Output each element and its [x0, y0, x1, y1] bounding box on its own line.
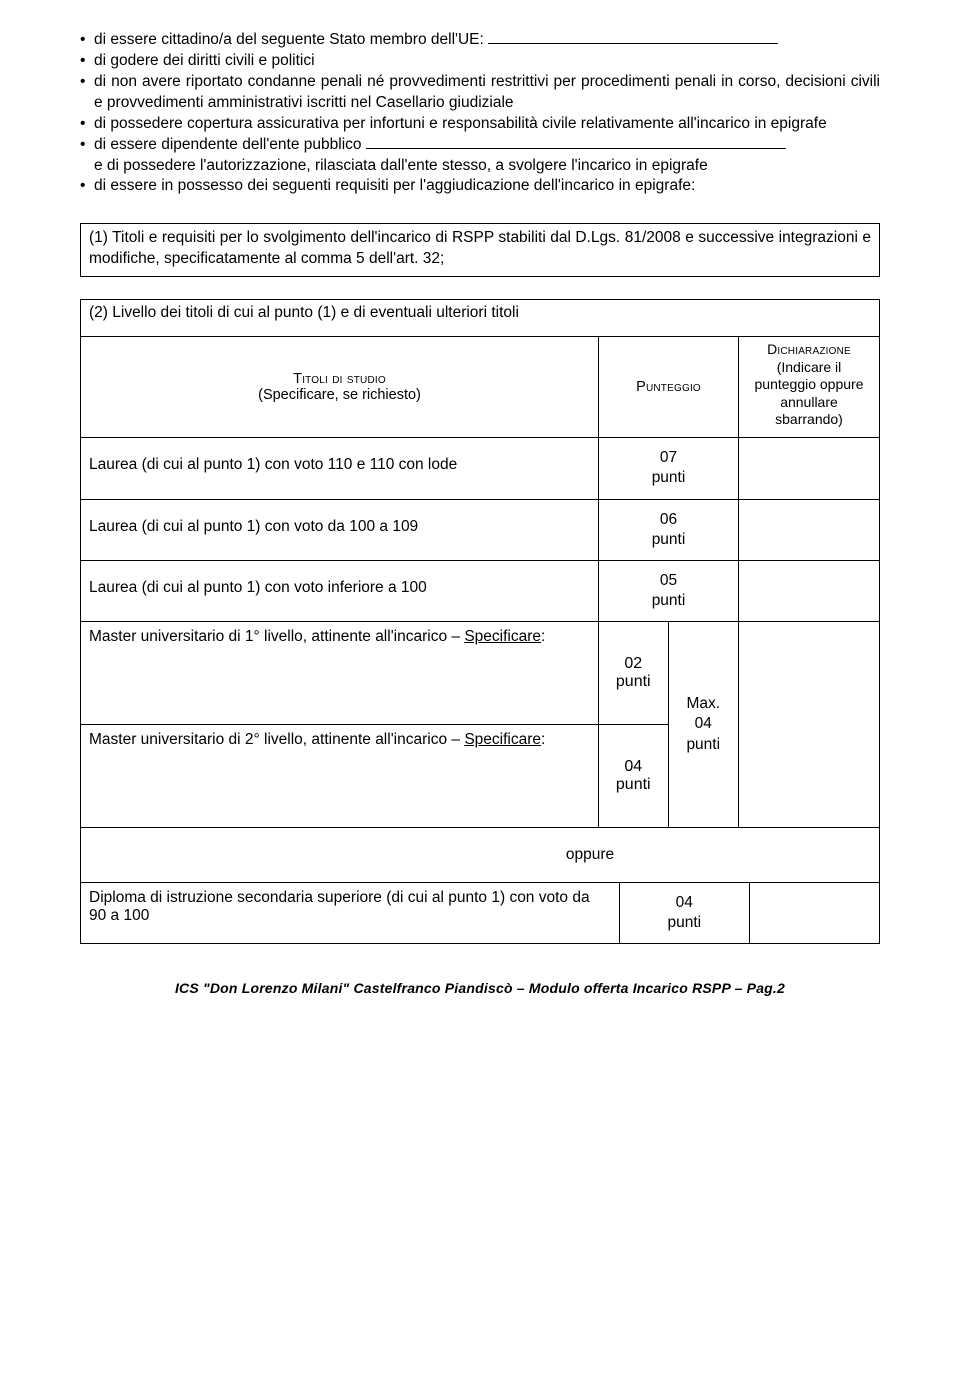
row-label: Master universitario di 2° livello, atti… [89, 731, 590, 749]
row-declaration-field[interactable] [739, 438, 879, 498]
section-2-table: (2) Livello dei titoli di cui al punto (… [80, 299, 880, 944]
row-label: Master universitario di 1° livello, atti… [89, 628, 590, 646]
row-score: 05 punti [599, 561, 739, 621]
page-footer: ICS "Don Lorenzo Milani" Castelfranco Pi… [80, 980, 880, 996]
row-label: Laurea (di cui al punto 1) con voto 110 … [81, 438, 599, 498]
row-score: 07 punti [599, 438, 739, 498]
blank-field[interactable] [366, 148, 786, 149]
score-value: 04 [599, 758, 668, 776]
score-unit: punti [603, 530, 734, 550]
score-unit: punti [599, 673, 668, 691]
col-header-titoli: Titoli di studio (Specificare, se richie… [81, 337, 599, 437]
bullet-requisites: di essere in possesso dei seguenti requi… [80, 176, 880, 197]
row-score: 06 punti [599, 500, 739, 560]
bullet-text: di essere dipendente dell'ente pubblico [94, 136, 366, 153]
row-declaration-field[interactable] [739, 622, 879, 827]
masters-subscores: 02 punti 04 punti [599, 622, 669, 827]
row-label: Diploma di istruzione secondaria superio… [81, 883, 620, 943]
score-unit: punti [624, 913, 745, 933]
table-header-row: Titoli di studio (Specificare, se richie… [81, 337, 879, 438]
row-score: 02 punti [599, 622, 668, 725]
max-unit: punti [669, 735, 739, 755]
score-value: 04 [624, 893, 745, 913]
score-unit: punti [603, 591, 734, 611]
score-unit: punti [599, 776, 668, 794]
score-unit: punti [603, 468, 734, 488]
max-value: 04 [669, 714, 739, 734]
score-value: 07 [603, 448, 734, 468]
bullet-civil-rights: di godere dei diritti civili e politici [80, 51, 880, 72]
score-value: 06 [603, 510, 734, 530]
row-label: Laurea (di cui al punto 1) con voto infe… [81, 561, 599, 621]
section-1-titles: (1) Titoli e requisiti per lo svolgiment… [80, 223, 880, 277]
table-title: (2) Livello dei titoli di cui al punto (… [81, 300, 879, 337]
table-row: Laurea (di cui al punto 1) con voto infe… [81, 561, 879, 622]
row-declaration-field[interactable] [739, 500, 879, 560]
bullet-public-employee: di essere dipendente dell'ente pubblico [80, 135, 880, 156]
score-value: 05 [603, 571, 734, 591]
declaration-list: di essere cittadino/a del seguente Stato… [80, 30, 880, 156]
table-row-masters: Master universitario di 1° livello, atti… [81, 622, 879, 828]
footer-page-number: 2 [777, 980, 785, 996]
masters-labels: Master universitario di 1° livello, atti… [81, 622, 599, 827]
table-row: Diploma di istruzione secondaria superio… [81, 883, 879, 944]
footer-text: ICS "Don Lorenzo Milani" Castelfranco Pi… [175, 980, 777, 996]
row-label: Laurea (di cui al punto 1) con voto da 1… [81, 500, 599, 560]
bullet-insurance: di possedere copertura assicurativa per … [80, 114, 880, 135]
table-row: Laurea (di cui al punto 1) con voto da 1… [81, 500, 879, 561]
declaration-list-cont: di essere in possesso dei seguenti requi… [80, 176, 880, 197]
bullet-public-employee-cont: e di possedere l'autorizzazione, rilasci… [80, 156, 880, 177]
oppure-text: oppure [566, 846, 614, 864]
masters-max: Max. 04 punti [669, 622, 739, 827]
col-header-sub: (Specificare, se richiesto) [258, 387, 421, 403]
table-row: Laurea (di cui al punto 1) con voto 110 … [81, 438, 879, 499]
masters-score-col: 02 punti 04 punti Max. 04 punti [599, 622, 739, 827]
row-declaration-field[interactable] [750, 883, 879, 943]
col-header-caps: Titoli di studio [293, 371, 386, 387]
blank-field[interactable] [488, 43, 778, 44]
bullet-no-convictions: di non avere riportato condanne penali n… [80, 72, 880, 114]
max-label: Max. [669, 694, 739, 714]
col-header-dichiarazione: Dichiarazione (Indicare il punteggio opp… [739, 337, 879, 437]
score-value: 02 [599, 655, 668, 673]
bullet-text: di essere cittadino/a del seguente Stato… [94, 31, 488, 48]
row-score: 04 punti [599, 725, 668, 827]
table-row-oppure: oppure [81, 828, 879, 883]
bullet-eu-citizen: di essere cittadino/a del seguente Stato… [80, 30, 880, 51]
row-declaration-field[interactable] [739, 561, 879, 621]
col-header-caps: Dichiarazione [745, 341, 873, 359]
col-header-sub: (Indicare il punteggio oppure annullare … [755, 359, 864, 428]
row-score: 04 punti [620, 883, 750, 943]
col-header-punteggio: Punteggio [599, 337, 739, 437]
